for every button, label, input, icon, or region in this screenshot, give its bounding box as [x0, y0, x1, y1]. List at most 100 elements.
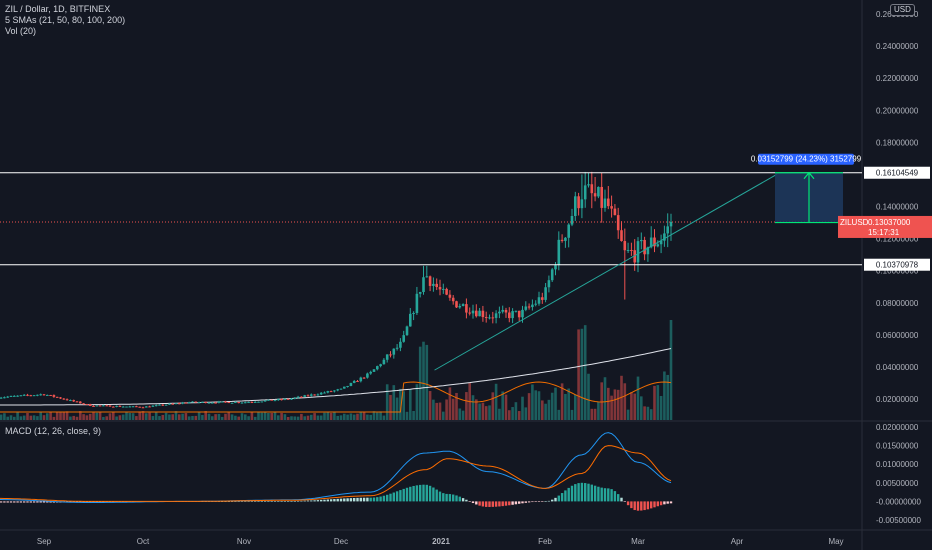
volume-bar [75, 416, 79, 420]
volume-bar [478, 403, 481, 420]
volume-bar [399, 388, 402, 420]
candle-body [630, 249, 633, 251]
macd-histogram-bar [610, 489, 613, 502]
candle-body [250, 402, 254, 404]
candle-body [227, 402, 231, 404]
volume-indicator-label[interactable]: Vol (20) [5, 26, 37, 36]
candle-body [514, 310, 518, 312]
macd-histogram-bar [428, 485, 432, 502]
volume-bar [481, 402, 485, 420]
macd-signal-line [0, 445, 672, 502]
candle-body [174, 403, 178, 405]
volume-bar [587, 373, 590, 420]
symbol-title[interactable]: ZIL / Dollar, 1D, BITFINEX [5, 4, 111, 14]
candle-body [121, 406, 125, 408]
volume-bar [171, 414, 174, 420]
candle-body [168, 403, 171, 405]
candle-body [240, 402, 244, 404]
drawings[interactable]: 0.03152799 (24.23%) 3152799 [0, 153, 862, 371]
volume-bar [148, 412, 151, 420]
candle-body [270, 399, 273, 401]
volume-bar [372, 411, 376, 420]
volume-bar [293, 416, 297, 420]
candle-body [349, 382, 353, 386]
volume-bar [521, 396, 524, 420]
candle-body [517, 310, 521, 318]
macd-histogram-bar [485, 501, 488, 507]
candle-body [597, 186, 600, 197]
candle-body [379, 364, 382, 367]
volume-bar [366, 414, 369, 420]
candle-body [65, 399, 69, 401]
candle-body [461, 304, 465, 307]
macd-histogram-bar [405, 487, 409, 502]
candle-body [669, 221, 673, 227]
candle-body [550, 269, 554, 281]
macd-histogram-bar [659, 501, 663, 506]
candle-body [369, 371, 372, 374]
macd-histogram-bar [273, 501, 277, 502]
macd-histogram-bar [442, 493, 445, 502]
current-price-symbol: ZILUSD [840, 218, 869, 227]
macd-histogram-bar [567, 487, 570, 502]
macd-histogram-bar [89, 501, 92, 503]
volume-bar [6, 416, 9, 420]
volume-bar [19, 416, 23, 420]
volume-bar [508, 410, 511, 420]
volume-bar [534, 390, 537, 420]
volume-bar [379, 411, 382, 420]
candle-body [59, 397, 62, 399]
volume-bar [376, 412, 379, 420]
volume-bar [270, 412, 273, 420]
candle-body [653, 237, 656, 247]
volume-bar [597, 401, 600, 420]
macd-histogram-bar [290, 501, 293, 502]
level-price-label-text: 0.16104549 [876, 169, 919, 178]
candle-body [570, 216, 574, 225]
candle-body [534, 303, 537, 305]
macd-histogram-bar [471, 501, 475, 504]
macd-histogram-bar [650, 501, 653, 509]
sma-indicator-label[interactable]: 5 SMAs (21, 50, 80, 100, 200) [5, 15, 126, 25]
volume-bar [207, 413, 211, 420]
candle-body [95, 405, 99, 407]
macd-histogram-bar [310, 500, 313, 502]
macd-indicator-label[interactable]: MACD (12, 26, close, 9) [5, 426, 102, 436]
macd-histogram-bar [445, 493, 448, 502]
macd-histogram-bar [362, 497, 366, 502]
volume-bar [659, 395, 663, 420]
volume-bar [451, 398, 455, 420]
volume-bar [316, 415, 320, 420]
volume-bar [296, 416, 300, 420]
level-price-label-bg [864, 258, 930, 271]
volume-bar [72, 415, 75, 420]
volume-bar [234, 415, 237, 420]
volume-bar [425, 344, 429, 420]
volume-bar [32, 415, 36, 420]
candle-body [310, 394, 313, 396]
currency-badge[interactable]: USD [890, 4, 915, 16]
volume-bar [244, 414, 247, 420]
volume-bar [128, 412, 132, 420]
candle-body [46, 394, 49, 396]
macd-histogram-bar [323, 499, 326, 502]
volume-bar [636, 376, 640, 420]
macd-histogram-bar [544, 501, 547, 502]
volume-bar [560, 383, 564, 420]
macd-histogram-bar [415, 485, 419, 502]
macd-histogram-bar [488, 501, 491, 507]
candle-body [564, 237, 567, 241]
candle-body [237, 402, 240, 404]
volume-bar [197, 411, 201, 420]
candle-body [164, 404, 168, 406]
macd-histogram-bar [29, 501, 32, 503]
macd-histogram-bar [234, 501, 237, 502]
candle-body [326, 391, 330, 393]
volume-bar [62, 412, 66, 420]
volume-bar [286, 416, 290, 420]
macd-histogram-bar [287, 501, 290, 502]
candle-body [313, 394, 316, 396]
candle-body [323, 392, 326, 394]
volume-bar [580, 328, 584, 420]
